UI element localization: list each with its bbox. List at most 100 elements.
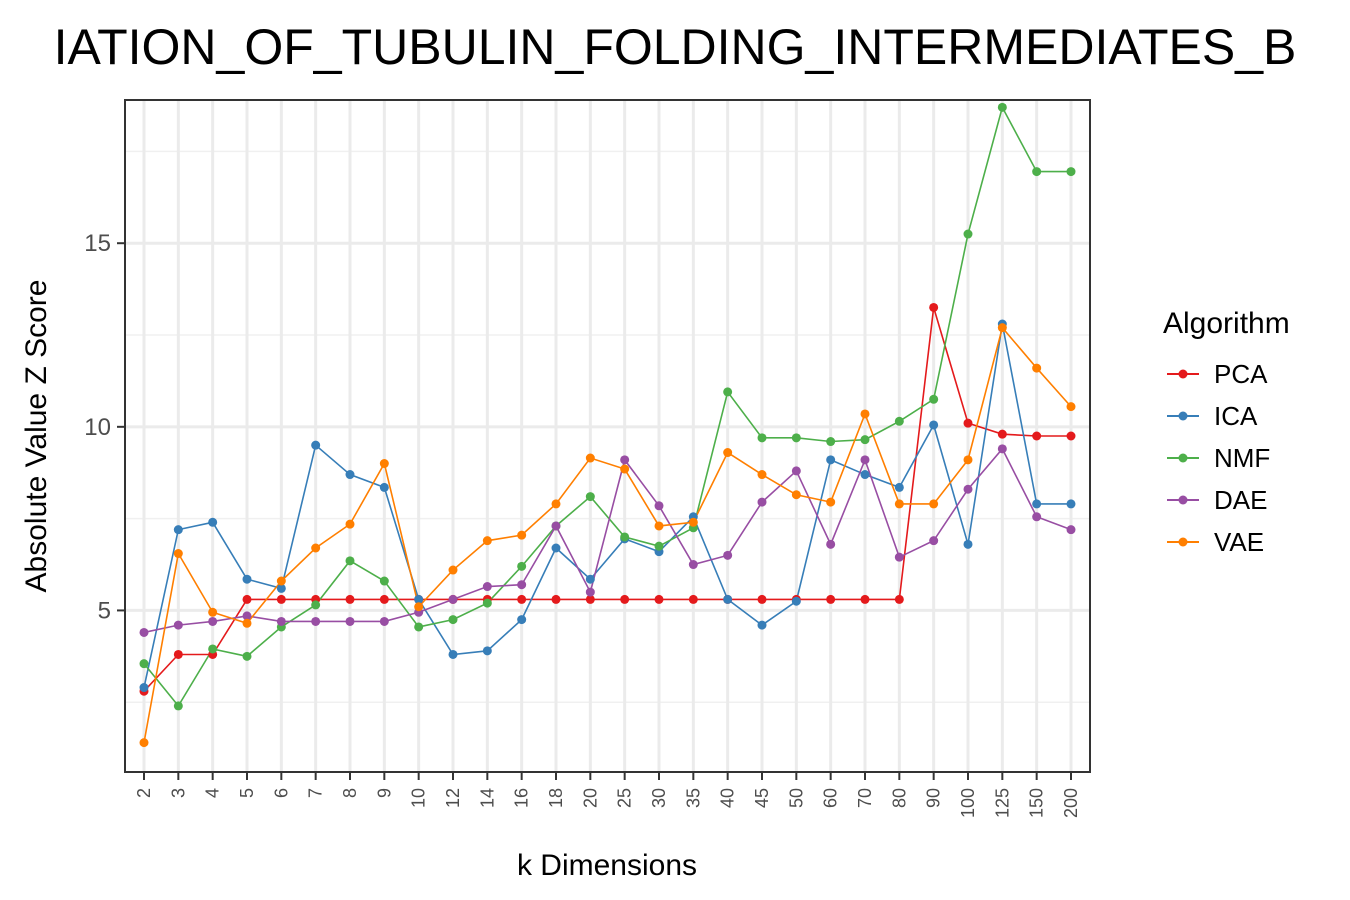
point-dae xyxy=(860,455,870,465)
point-ica xyxy=(311,440,321,450)
legend-key-point xyxy=(1178,369,1188,379)
x-tick-label: 60 xyxy=(821,788,841,808)
x-tick-label: 14 xyxy=(477,788,497,808)
point-pca xyxy=(894,594,904,604)
series-line-ica xyxy=(143,323,1071,688)
point-vae xyxy=(311,543,321,553)
point-nmf xyxy=(757,433,767,443)
legend-label-nmf: NMF xyxy=(1214,443,1270,473)
point-nmf xyxy=(414,622,424,632)
legend-title: Algorithm xyxy=(1163,307,1290,340)
point-pca xyxy=(551,594,561,604)
point-ica xyxy=(757,620,767,630)
point-vae xyxy=(1066,402,1076,412)
point-vae xyxy=(345,519,355,529)
y-tick-label: 15 xyxy=(84,230,111,257)
point-nmf xyxy=(345,556,355,566)
point-dae xyxy=(826,539,836,549)
point-nmf xyxy=(585,492,595,502)
x-tick-label: 3 xyxy=(168,788,188,798)
point-ica xyxy=(139,683,149,693)
point-ica xyxy=(723,594,733,604)
legend-key-point xyxy=(1178,495,1188,505)
point-nmf xyxy=(208,644,218,654)
point-dae xyxy=(551,521,561,531)
point-vae xyxy=(1032,363,1042,373)
point-vae xyxy=(894,499,904,509)
series-line-vae xyxy=(143,325,1072,743)
x-tick-label: 2 xyxy=(134,788,154,798)
point-nmf xyxy=(997,102,1007,112)
point-ica xyxy=(929,420,939,430)
point-dae xyxy=(276,616,286,626)
y-tick-label: 5 xyxy=(98,597,111,624)
point-nmf xyxy=(826,437,836,447)
point-vae xyxy=(860,409,870,419)
point-pca xyxy=(242,594,252,604)
point-ica xyxy=(208,517,218,527)
point-dae xyxy=(585,587,595,597)
legend-key-point xyxy=(1178,537,1188,547)
x-tick-label: 7 xyxy=(306,788,326,798)
point-vae xyxy=(379,459,389,469)
x-tick-label: 9 xyxy=(374,788,394,798)
series-line-dae xyxy=(143,447,1072,634)
x-tick-label: 25 xyxy=(615,788,635,808)
x-tick-label: 8 xyxy=(340,788,360,798)
point-nmf xyxy=(1066,167,1076,177)
x-tick-label: 70 xyxy=(855,788,875,808)
x-tick-label: 12 xyxy=(443,788,463,808)
point-dae xyxy=(997,444,1007,454)
series-line-nmf xyxy=(143,105,1071,708)
point-dae xyxy=(963,484,973,494)
point-vae xyxy=(723,448,733,458)
point-vae xyxy=(517,530,527,540)
point-ica xyxy=(276,583,286,593)
point-ica xyxy=(551,543,561,553)
point-nmf xyxy=(139,659,149,669)
x-tick-label: 6 xyxy=(271,788,291,798)
point-dae xyxy=(173,620,183,630)
point-vae xyxy=(242,618,252,628)
point-vae xyxy=(139,738,149,748)
x-tick-label: 125 xyxy=(992,788,1012,818)
point-ica xyxy=(791,596,801,606)
point-ica xyxy=(894,482,904,492)
point-nmf xyxy=(860,435,870,445)
point-pca xyxy=(379,594,389,604)
x-tick-label: 4 xyxy=(203,788,223,798)
point-vae xyxy=(208,607,218,617)
point-vae xyxy=(791,490,801,500)
point-pca xyxy=(688,594,698,604)
point-nmf xyxy=(173,701,183,711)
x-tick-label: 150 xyxy=(1027,788,1047,818)
point-dae xyxy=(139,627,149,637)
point-pca xyxy=(826,594,836,604)
point-pca xyxy=(585,594,595,604)
x-tick-label: 80 xyxy=(889,788,909,808)
point-vae xyxy=(757,470,767,480)
point-dae xyxy=(1032,512,1042,522)
point-nmf xyxy=(894,416,904,426)
x-tick-label: 40 xyxy=(718,788,738,808)
chart-title: IATION_OF_TUBULIN_FOLDING_INTERMEDIATES_… xyxy=(54,19,1297,75)
legend-label-dae: DAE xyxy=(1214,485,1267,515)
y-axis-title: Absolute Value Z Score xyxy=(20,280,53,593)
point-vae xyxy=(585,453,595,463)
point-nmf xyxy=(963,229,973,239)
point-nmf xyxy=(791,433,801,443)
legend-key-point xyxy=(1178,453,1188,463)
point-nmf xyxy=(1032,167,1042,177)
point-dae xyxy=(379,616,389,626)
point-pca xyxy=(276,594,286,604)
point-nmf xyxy=(448,615,458,625)
x-tick-label: 18 xyxy=(546,788,566,808)
point-dae xyxy=(757,497,767,507)
point-nmf xyxy=(654,541,664,551)
x-tick-label: 100 xyxy=(958,788,978,818)
point-pca xyxy=(860,594,870,604)
point-ica xyxy=(482,646,492,656)
plot-panel xyxy=(124,99,1091,773)
point-pca xyxy=(654,594,664,604)
point-dae xyxy=(894,552,904,562)
